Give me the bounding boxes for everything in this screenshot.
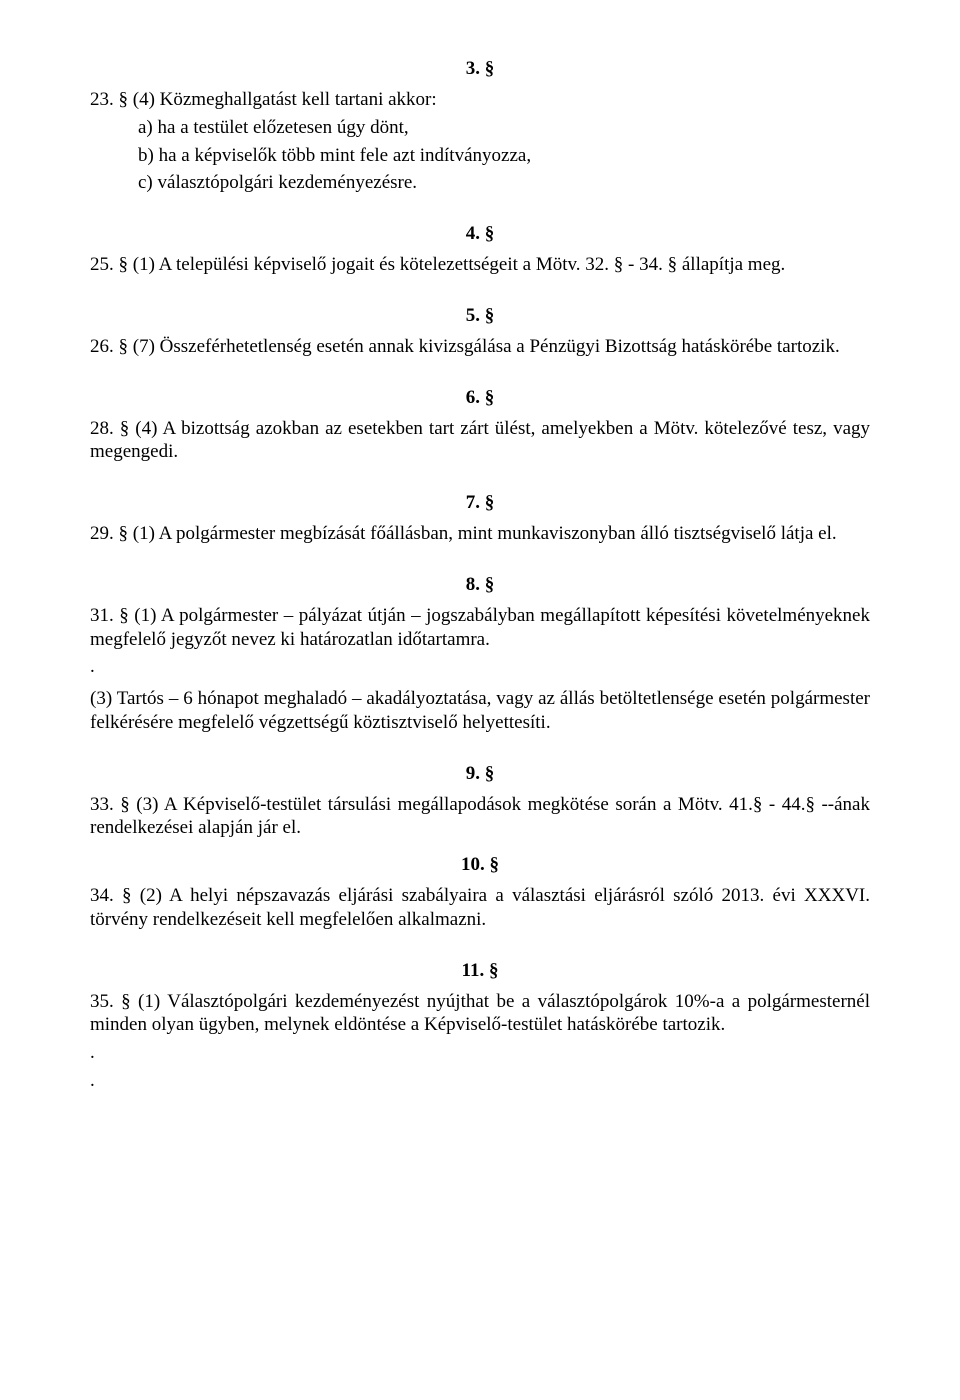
section-number-7: 7. § [90, 492, 870, 514]
section-number-5: 5. § [90, 305, 870, 327]
para-23-4-c: c) választópolgári kezdeményezésre. [90, 171, 870, 195]
section-number-6: 6. § [90, 387, 870, 409]
para-31-dot: . [90, 655, 870, 679]
section-number-3: 3. § [90, 58, 870, 80]
para-34-2: 34. § (2) A helyi népszavazás eljárási s… [90, 884, 870, 932]
para-23-4-a: a) ha a testület előzetesen úgy dönt, [90, 116, 870, 140]
para-23-4-b: b) ha a képviselők több mint fele azt in… [90, 144, 870, 168]
para-35-dot1: . [90, 1041, 870, 1065]
para-31-3: (3) Tartós – 6 hónapot meghaladó – akadá… [90, 687, 870, 735]
section-number-8: 8. § [90, 574, 870, 596]
para-23-4-lead: 23. § (4) Közmeghallgatást kell tartani … [90, 88, 870, 112]
section-number-11: 11. § [90, 960, 870, 982]
section-number-10: 10. § [90, 854, 870, 876]
section-number-4: 4. § [90, 223, 870, 245]
para-35-dot2: . [90, 1069, 870, 1093]
document-page: 3. § 23. § (4) Közmeghallgatást kell tar… [0, 0, 960, 1400]
para-28-4: 28. § (4) A bizottság azokban az esetekb… [90, 417, 870, 465]
para-33-3: 33. § (3) A Képviselő-testület társulási… [90, 793, 870, 841]
para-26-7: 26. § (7) Összeférhetetlenség esetén ann… [90, 335, 870, 359]
para-25-1: 25. § (1) A települési képviselő jogait … [90, 253, 870, 277]
para-29-1: 29. § (1) A polgármester megbízását főál… [90, 522, 870, 546]
section-number-9: 9. § [90, 763, 870, 785]
para-31-1: 31. § (1) A polgármester – pályázat útjá… [90, 604, 870, 652]
para-35-1: 35. § (1) Választópolgári kezdeményezést… [90, 990, 870, 1038]
